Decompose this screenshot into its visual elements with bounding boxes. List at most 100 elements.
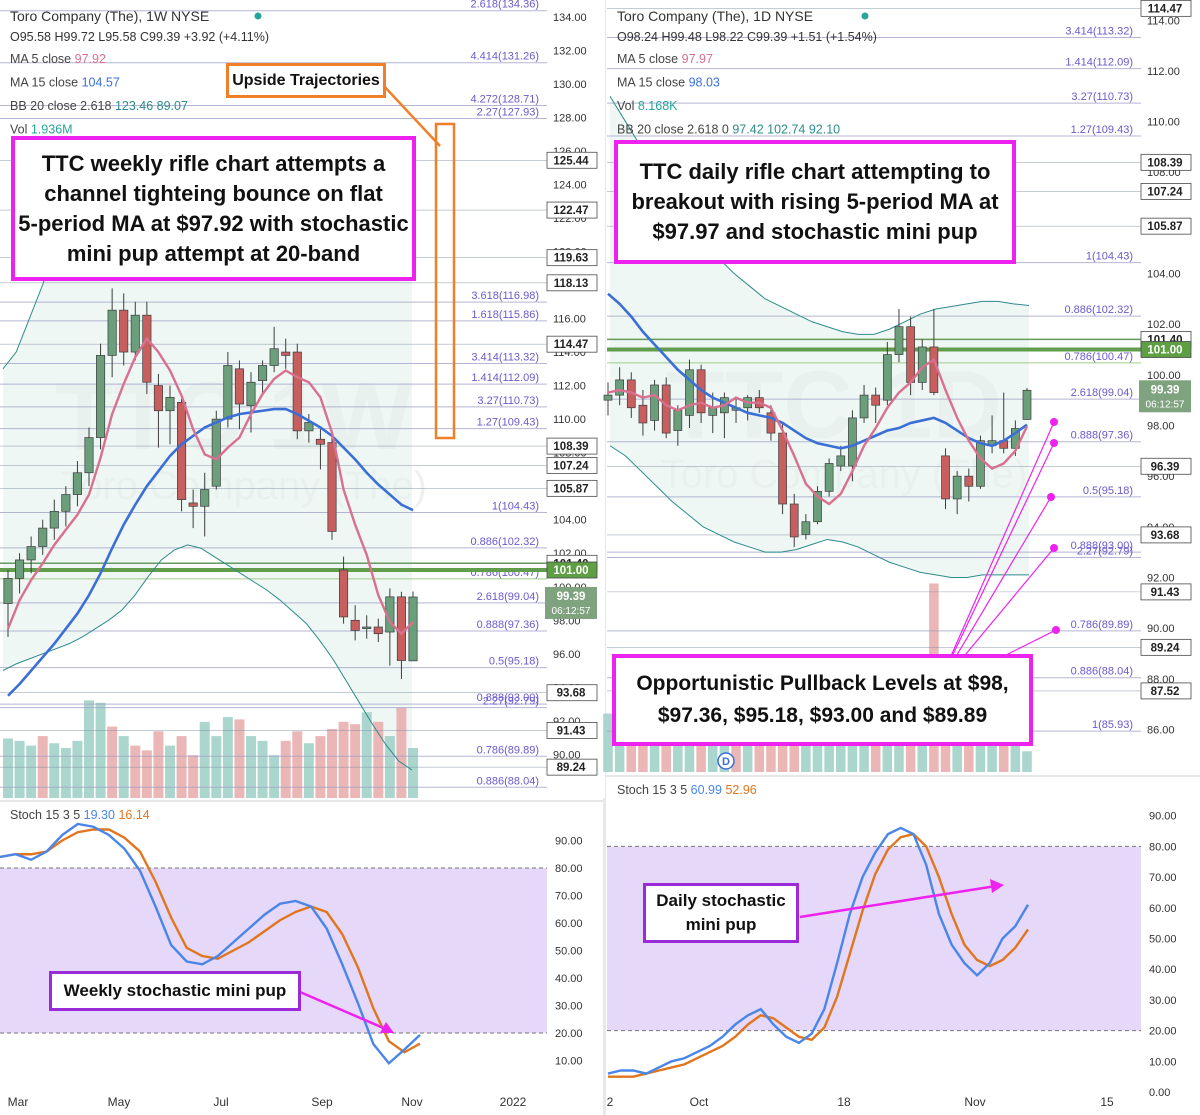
weekly-analysis-callout: TTC weekly rifle chart attempts a channe… [11,136,416,281]
upside-trajectory-pointer [381,83,441,147]
weekly-candle [327,442,337,532]
daily-price-tag: 96.39 [1151,461,1180,473]
daily-ohlc: O98.24 H99.48 L98.22 C99.39 +1.51 (+1.54… [617,30,877,44]
weekly-volume-bar [95,702,106,798]
daily-stoch-tick: 0.00 [1149,1087,1170,1099]
weekly-price-tick: 90.00 [553,749,581,761]
weekly-fib-level-label: 0.888(93.00) [477,692,539,704]
weekly-stoch-tick: 70.00 [555,891,583,903]
daily-x-label: Nov [964,1095,985,1109]
weekly-candle [373,626,383,635]
weekly-price-tag: 101.00 [553,565,588,577]
daily-stoch-tick: 90.00 [1149,811,1177,823]
daily-price-tag: 89.24 [1151,642,1180,654]
weekly-x-label: 2022 [500,1095,527,1109]
weekly-fib-level-label: 0.886(102.32) [471,536,540,548]
weekly-candle [269,348,279,366]
weekly-candle [130,314,140,353]
weekly-volume-bar [60,748,71,798]
weekly-candle [350,619,360,631]
weekly-candle [315,438,325,445]
daily-candle [813,490,822,523]
weekly-candle [177,402,187,500]
daily-fib-level-label: 0.786(100.47) [1065,351,1134,363]
daily-stoch-tick: 70.00 [1149,872,1177,884]
pullback-level-dot [1050,544,1058,552]
daily-x-label: 18 [837,1095,851,1109]
daily-ma5-line [607,357,1029,506]
daily-candle [1022,389,1032,420]
daily-x-label: 2 [607,1095,614,1109]
weekly-volume-bar [3,738,13,798]
daily-event-marker-label: D [722,756,730,768]
daily-price-tick: 104.00 [1147,269,1181,281]
weekly-ma15-line [7,407,414,697]
daily-candle [836,455,846,467]
weekly-fib-level-label: 2.27(92.79) [483,696,539,708]
daily-price-tag: 105.87 [1147,221,1182,233]
weekly-stoch-k-value: 19.30 [84,808,119,822]
daily-legend-item: MA 5 close 97.97 [617,52,713,66]
weekly-stoch-arrow [299,990,389,1032]
daily-fib-level-label: 0.5(95.18) [1083,485,1133,497]
weekly-volume-bar [49,743,60,798]
weekly-legend-item: BB 20 close 2.618 123.46 89.07 [10,99,188,113]
weekly-ohlc: O95.58 H99.72 L95.58 C99.39 +3.92 (+4.11… [10,30,269,44]
daily-legend-value: 8.168K [638,99,678,113]
weekly-fib-level-label: 1.618(115.86) [471,309,539,321]
weekly-legend-value: 123.46 89.07 [115,99,188,113]
weekly-candle [211,418,221,487]
weekly-stoch-tick: 20.00 [555,1028,583,1040]
daily-stoch-tick: 20.00 [1149,1026,1177,1038]
weekly-candle [223,365,233,420]
daily-price-tag: 87.52 [1151,686,1180,698]
weekly-volume-bar [280,740,291,798]
weekly-fib-level-label: 0.5(95.18) [489,656,539,668]
weekly-legend-value: 97.92 [75,52,106,66]
daily-price-tick: 90.00 [1147,623,1175,635]
daily-candle [964,475,974,487]
daily-price-tick: 110.00 [1147,117,1180,129]
weekly-x-label: Nov [401,1095,422,1109]
weekly-price-tag: 114.47 [554,339,589,351]
daily-legend-value: 97.97 [682,52,713,66]
weekly-volume-bar [303,743,314,798]
weekly-fib-level-label: 1(104.43) [492,500,539,512]
weekly-volume-bar [72,740,83,798]
daily-price-tick: 114.00 [1147,15,1180,27]
weekly-volume-bar [165,745,175,798]
daily-fib-level-label: 1.414(112.09) [1065,57,1133,69]
weekly-volume-bar [199,721,210,798]
weekly-stoch-tick: 40.00 [555,973,583,985]
daily-x-label: Oct [690,1095,709,1109]
weekly-volume-bar [141,750,152,798]
daily-candle [859,394,869,419]
daily-stoch-tick: 10.00 [1149,1056,1177,1068]
weekly-x-label: May [108,1095,131,1109]
daily-analysis-callout: TTC daily rifle chart attempting to brea… [614,140,1016,264]
weekly-fib-level-label: 4.272(128.71) [471,93,540,105]
weekly-x-label: Sep [311,1095,333,1109]
daily-legend-item: MA 15 close 98.03 [617,76,720,90]
daily-candle [848,417,857,467]
daily-price-tick: 100.00 [1147,370,1181,382]
daily-candle [789,503,799,538]
weekly-fib-level-label: 3.618(116.98) [471,290,539,302]
weekly-volume-bar [222,717,233,798]
daily-x-label: 15 [1100,1095,1114,1109]
daily-stoch-d-value: 52.96 [725,783,756,797]
daily-candle [824,463,834,492]
weekly-candle [61,494,71,512]
daily-candle [882,354,892,401]
weekly-candle [234,368,244,405]
weekly-stochastic-callout: Weekly stochastic mini pup [49,971,301,1011]
weekly-fib-level-label: 2.27(127.93) [477,107,539,119]
daily-candle [766,412,776,434]
weekly-stoch-tick: 60.00 [555,918,583,930]
weekly-price-tick: 110.00 [553,414,586,426]
weekly-candle [292,351,302,432]
weekly-legend-item: Vol 1.936M [10,123,73,137]
daily-fib-level-label: 2.27(92.79) [1077,545,1133,557]
daily-stoch-k-line [607,826,1030,1075]
weekly-stoch-tick: 30.00 [555,1001,583,1013]
